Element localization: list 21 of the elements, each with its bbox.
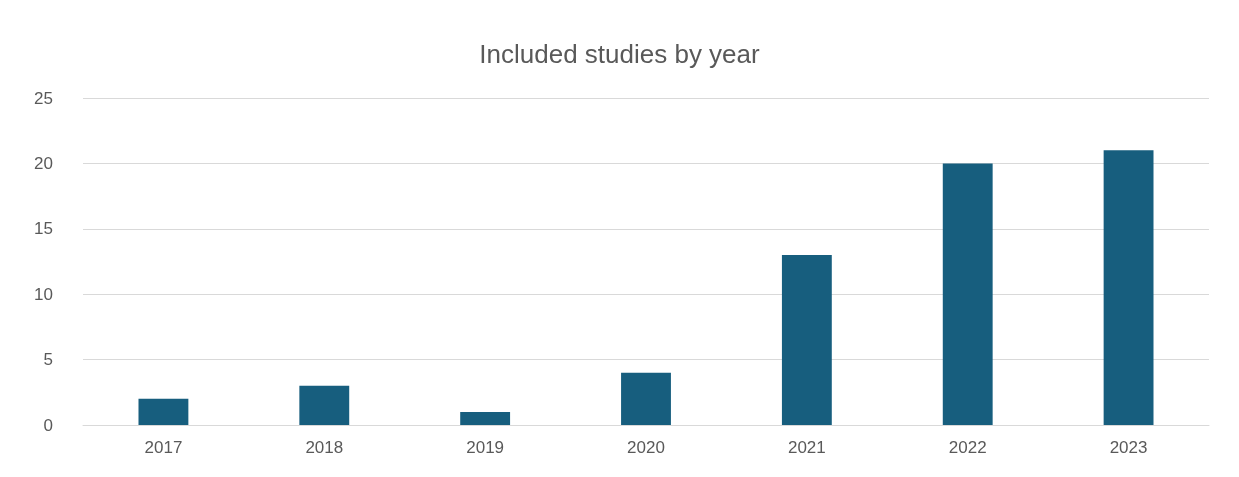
x-tick-label: 2021 bbox=[787, 438, 826, 457]
x-tick-label: 2022 bbox=[948, 438, 987, 457]
y-tick-label: 0 bbox=[43, 415, 53, 435]
x-tick-label: 2019 bbox=[466, 438, 505, 457]
x-tick-label: 2020 bbox=[627, 438, 665, 457]
chart-title: Included studies by year bbox=[479, 39, 761, 69]
bar bbox=[299, 385, 350, 425]
bar bbox=[1103, 150, 1154, 425]
y-tick-label: 15 bbox=[34, 219, 53, 239]
bar bbox=[460, 411, 511, 425]
bar bbox=[781, 254, 832, 425]
bar bbox=[621, 372, 671, 425]
bar bbox=[138, 398, 189, 425]
bar bbox=[942, 163, 993, 425]
y-tick-label: 25 bbox=[34, 88, 53, 108]
x-tick-label: 2023 bbox=[1109, 438, 1148, 457]
x-tick-label: 2018 bbox=[305, 438, 344, 457]
y-tick-label: 20 bbox=[34, 153, 53, 173]
y-tick-label: 5 bbox=[43, 350, 53, 370]
y-tick-label: 10 bbox=[34, 284, 53, 304]
x-tick-label: 2017 bbox=[144, 438, 183, 457]
